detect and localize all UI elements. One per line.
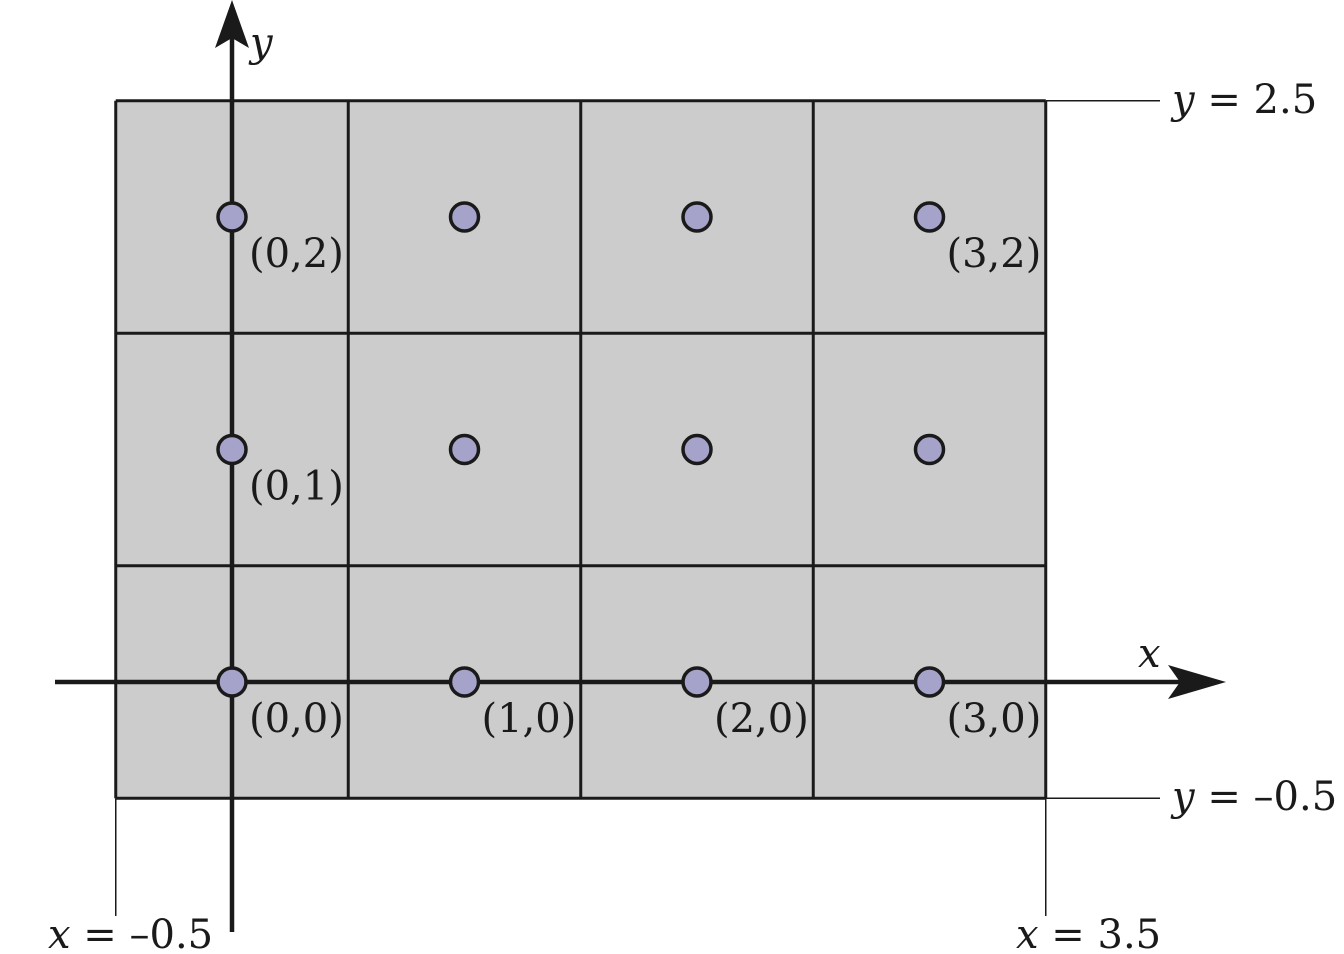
point-label: (0,2) xyxy=(249,231,344,277)
point-label: (2,0) xyxy=(714,696,809,742)
x-right-bound-label: x = 3.5 xyxy=(1016,912,1161,954)
sample-point xyxy=(681,201,713,233)
y-bottom-bound-label: y = –0.5 xyxy=(1170,774,1337,820)
sample-point xyxy=(681,666,713,698)
sample-point xyxy=(448,201,481,233)
sample-point xyxy=(681,433,713,466)
y-axis-label: y xyxy=(248,20,274,66)
sample-point xyxy=(448,666,481,698)
sample-point xyxy=(216,201,248,233)
sample-point xyxy=(216,433,248,466)
sample-point xyxy=(913,201,946,233)
point-label: (0,1) xyxy=(249,464,344,510)
sample-point xyxy=(913,666,946,698)
boundary-extension-lines xyxy=(115,100,1160,916)
x-axis-arrowhead xyxy=(1168,665,1226,699)
point-label: (1,0) xyxy=(482,696,577,742)
point-label: (0,0) xyxy=(249,696,344,742)
y-axis-arrowhead xyxy=(215,0,249,48)
point-label: (3,0) xyxy=(947,696,1042,742)
point-label: (3,2) xyxy=(947,231,1042,277)
x-left-bound-label: x = –0.5 xyxy=(48,912,213,954)
sample-point xyxy=(216,666,248,698)
sample-points xyxy=(216,201,946,698)
y-top-bound-label: y = 2.5 xyxy=(1170,77,1317,123)
labels: x y y = 2.5 y = –0.5 x = –0.5 x = 3.5 (0… xyxy=(48,20,1337,954)
sample-point xyxy=(448,433,481,466)
x-axis-label: x xyxy=(1138,631,1161,677)
sample-point xyxy=(913,433,946,466)
